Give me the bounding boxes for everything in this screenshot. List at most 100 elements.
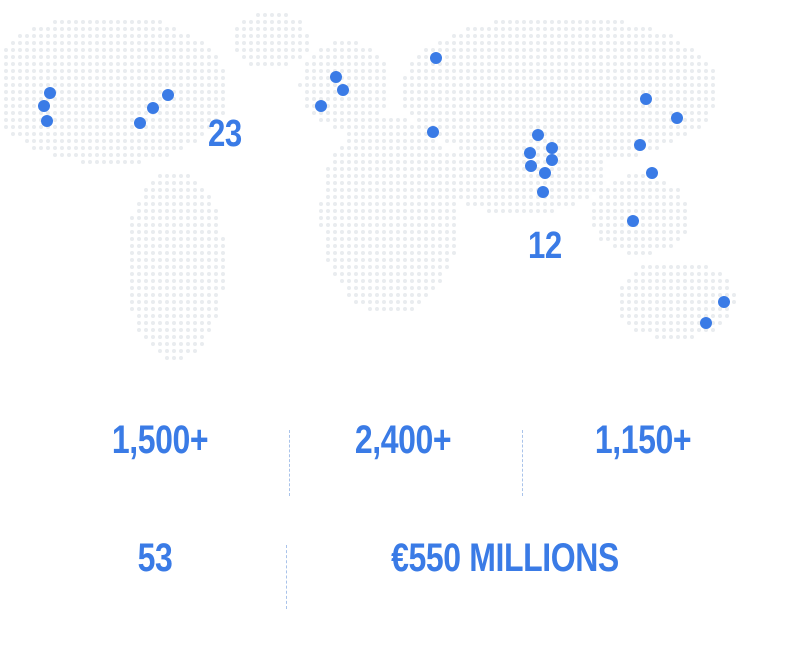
map-dot [242, 34, 246, 38]
map-dot [368, 286, 372, 290]
map-dot [18, 104, 22, 108]
map-dot [655, 328, 659, 332]
map-dot [39, 132, 43, 136]
map-dot [662, 279, 666, 283]
map-dot [361, 202, 365, 206]
map-dot [655, 195, 659, 199]
map-dot [53, 118, 57, 122]
map-dot [158, 216, 162, 220]
map-dot [599, 181, 603, 185]
map-dot [165, 258, 169, 262]
map-dot [648, 279, 652, 283]
map-dot [60, 125, 64, 129]
map-dot [116, 118, 120, 122]
map-dot [445, 76, 449, 80]
map-dot [403, 181, 407, 185]
map-dot [424, 202, 428, 206]
map-dot [438, 258, 442, 262]
map-dot [403, 272, 407, 276]
map-dot [67, 139, 71, 143]
map-dot [515, 97, 519, 101]
map-dot [305, 97, 309, 101]
map-dot [200, 237, 204, 241]
map-dot [641, 83, 645, 87]
map-dot [494, 146, 498, 150]
map-dot [529, 195, 533, 199]
map-dot [32, 125, 36, 129]
map-dot [151, 27, 155, 31]
map-dot [641, 55, 645, 59]
map-dot [368, 174, 372, 178]
map-dot [109, 118, 113, 122]
map-dot [396, 167, 400, 171]
map-dot [4, 62, 8, 66]
map-dot [697, 118, 701, 122]
map-dot [200, 125, 204, 129]
map-dot [137, 20, 141, 24]
map-dot [186, 97, 190, 101]
map-dot [340, 195, 344, 199]
map-dot [389, 286, 393, 290]
map-dot [354, 62, 358, 66]
map-dot [179, 244, 183, 248]
map-dot [165, 230, 169, 234]
map-dot [424, 118, 428, 122]
map-dot [396, 160, 400, 164]
map-dot [347, 188, 351, 192]
map-dot [452, 118, 456, 122]
map-dot [123, 48, 127, 52]
map-dot [662, 286, 666, 290]
map-dot [431, 265, 435, 269]
map-dot [333, 167, 337, 171]
map-dot [368, 125, 372, 129]
map-dot [53, 34, 57, 38]
map-dot [137, 300, 141, 304]
map-dot [165, 69, 169, 73]
map-dot [207, 223, 211, 227]
map-dot [32, 62, 36, 66]
map-dot [641, 111, 645, 115]
map-dot [690, 265, 694, 269]
map-dot [312, 90, 316, 94]
map-dot [67, 34, 71, 38]
map-dot [158, 55, 162, 59]
map-dot [403, 209, 407, 213]
map-dot [592, 27, 596, 31]
map-dot [74, 62, 78, 66]
map-dot [627, 230, 631, 234]
map-dot [193, 209, 197, 213]
map-dot [634, 90, 638, 94]
map-dot [284, 27, 288, 31]
map-dot [410, 181, 414, 185]
map-dot [158, 181, 162, 185]
map-dot [683, 62, 687, 66]
map-dot [389, 244, 393, 248]
map-dot [137, 279, 141, 283]
map-dot [382, 181, 386, 185]
map-dot [571, 125, 575, 129]
map-dot [599, 20, 603, 24]
map-dot [627, 188, 631, 192]
map-dot [214, 76, 218, 80]
map-dot [11, 41, 15, 45]
map-dot [137, 27, 141, 31]
map-dot [557, 153, 561, 157]
map-dot [676, 41, 680, 45]
map-dot [550, 62, 554, 66]
map-dot [578, 188, 582, 192]
map-dot [200, 307, 204, 311]
map-dot [487, 125, 491, 129]
map-dot [354, 111, 358, 115]
map-dot [109, 104, 113, 108]
map-dot [655, 244, 659, 248]
map-dot [32, 97, 36, 101]
map-dot [403, 216, 407, 220]
map-dot [235, 48, 239, 52]
map-dot [662, 41, 666, 45]
map-dot [459, 76, 463, 80]
map-dot [214, 237, 218, 241]
map-dot [585, 167, 589, 171]
map-dot [648, 41, 652, 45]
map-dot [25, 76, 29, 80]
map-dot [641, 76, 645, 80]
